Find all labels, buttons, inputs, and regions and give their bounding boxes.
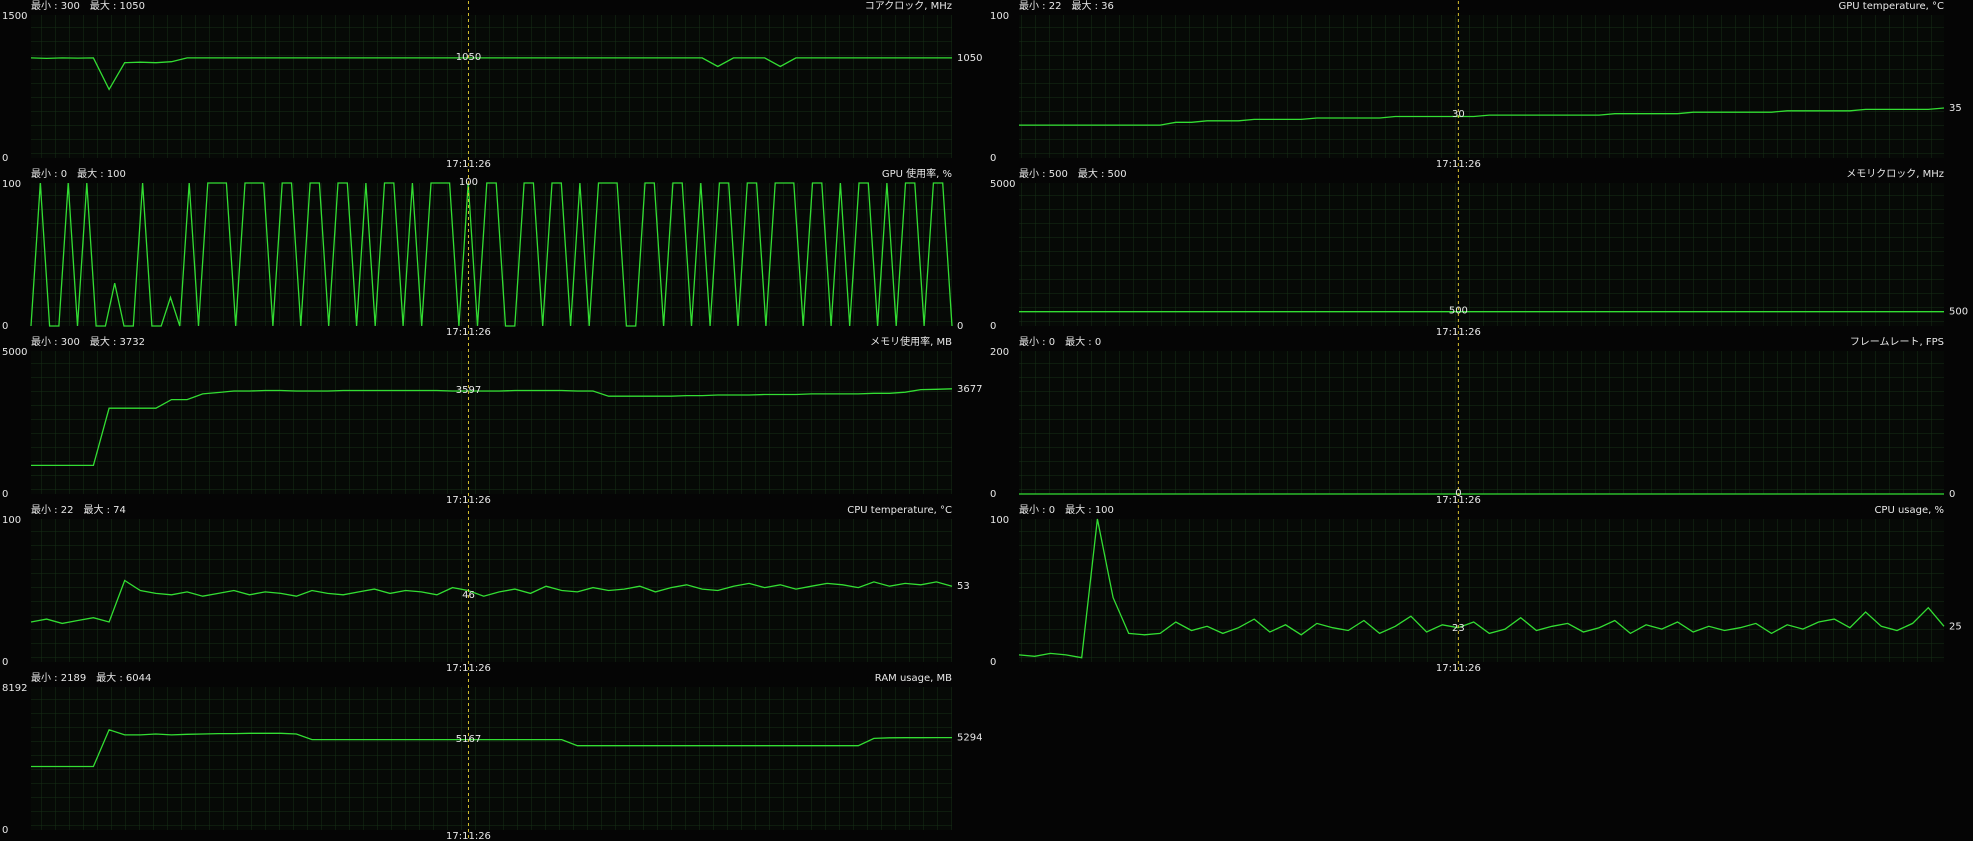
current-value: 5294 bbox=[957, 733, 982, 744]
cursor-value: 46 bbox=[462, 590, 475, 601]
y-tick-label: 0 bbox=[990, 489, 996, 500]
cursor-value: 30 bbox=[1452, 109, 1465, 120]
y-tick-label: 0 bbox=[990, 153, 996, 164]
cursor-time: 17:11:26 bbox=[1436, 663, 1481, 674]
y-tick-label: 100 bbox=[990, 11, 1009, 22]
graph-area bbox=[31, 15, 952, 158]
cursor-time: 17:11:26 bbox=[1436, 159, 1481, 170]
graph-area bbox=[1019, 15, 1944, 158]
min-label: 最小 : 300 bbox=[31, 336, 80, 348]
cursor-time: 17:11:26 bbox=[446, 327, 491, 338]
y-tick-label: 1500 bbox=[2, 11, 27, 22]
series-line bbox=[30, 57, 952, 91]
graph-area bbox=[31, 519, 952, 662]
max-label: 最大 : 36 bbox=[1071, 0, 1113, 12]
cursor-value: 3597 bbox=[456, 385, 481, 396]
min-label: 最小 : 2189 bbox=[31, 672, 86, 684]
min-label: 最小 : 0 bbox=[1019, 336, 1055, 348]
current-value: 35 bbox=[1949, 103, 1962, 114]
min-label: 最小 : 0 bbox=[31, 168, 67, 180]
current-value: 0 bbox=[1949, 489, 1955, 500]
cursor-value: 1050 bbox=[456, 52, 481, 63]
y-tick-label: 0 bbox=[2, 825, 8, 836]
graph-title: フレームレート, FPS bbox=[1850, 336, 1944, 348]
max-label: 最大 : 0 bbox=[1065, 335, 1101, 348]
y-tick-label: 0 bbox=[990, 657, 996, 668]
graph-title: メモリクロック, MHz bbox=[1846, 168, 1944, 180]
max-label: 最大 : 500 bbox=[1078, 167, 1127, 180]
cursor-time: 17:11:26 bbox=[446, 495, 491, 506]
cursor-value: 5167 bbox=[456, 734, 481, 745]
graph-title: CPU usage, % bbox=[1874, 505, 1944, 516]
y-tick-label: 100 bbox=[2, 179, 21, 190]
cursor-value: 500 bbox=[1449, 306, 1468, 317]
current-value: 3677 bbox=[957, 384, 982, 395]
min-label: 最小 : 22 bbox=[1019, 0, 1061, 12]
graph-area bbox=[31, 351, 952, 494]
y-tick-label: 100 bbox=[990, 515, 1009, 526]
graph-area bbox=[1019, 183, 1944, 326]
cursor-value: 23 bbox=[1452, 623, 1465, 634]
y-tick-label: 5000 bbox=[990, 179, 1015, 190]
min-label: 最小 : 300 bbox=[31, 0, 80, 12]
current-value: 53 bbox=[957, 581, 970, 592]
graph-area bbox=[31, 183, 952, 326]
max-label: 最大 : 74 bbox=[83, 503, 125, 516]
max-label: 最大 : 100 bbox=[77, 167, 126, 180]
current-value: 1050 bbox=[957, 53, 982, 64]
series-line bbox=[1018, 518, 1945, 659]
cursor-value: 0 bbox=[1455, 488, 1461, 499]
min-label: 最小 : 500 bbox=[1019, 168, 1068, 180]
y-tick-label: 200 bbox=[990, 347, 1009, 358]
graph-title: GPU 使用率, % bbox=[882, 167, 952, 180]
graph-title: RAM usage, MB bbox=[875, 673, 952, 684]
y-tick-label: 0 bbox=[2, 321, 8, 332]
current-value: 0 bbox=[957, 321, 963, 332]
cursor-time: 17:11:26 bbox=[1436, 495, 1481, 506]
series-line bbox=[31, 728, 952, 768]
y-tick-label: 8192 bbox=[2, 683, 27, 694]
max-label: 最大 : 6044 bbox=[96, 671, 151, 684]
min-label: 最小 : 0 bbox=[1019, 504, 1055, 516]
cursor-time: 17:11:26 bbox=[1436, 327, 1481, 338]
y-tick-label: 0 bbox=[990, 321, 996, 332]
cursor-time: 17:11:26 bbox=[446, 831, 491, 841]
graph-title: GPU temperature, °C bbox=[1839, 1, 1944, 12]
y-tick-label: 0 bbox=[2, 153, 8, 164]
y-tick-label: 0 bbox=[2, 657, 8, 668]
cursor-value: 100 bbox=[459, 177, 478, 188]
cursor-time: 17:11:26 bbox=[446, 159, 491, 170]
current-value: 25 bbox=[1949, 621, 1962, 632]
current-value: 500 bbox=[1949, 307, 1968, 318]
graph-area bbox=[1019, 351, 1944, 494]
graph-title: コアクロック, MHz bbox=[865, 0, 952, 12]
series-line bbox=[31, 388, 953, 467]
y-tick-label: 100 bbox=[2, 515, 21, 526]
max-label: 最大 : 100 bbox=[1065, 503, 1114, 516]
series-line bbox=[30, 182, 953, 327]
series-line bbox=[30, 579, 953, 625]
max-label: 最大 : 3732 bbox=[90, 335, 145, 348]
y-tick-label: 0 bbox=[2, 489, 8, 500]
min-label: 最小 : 22 bbox=[31, 504, 73, 516]
graph-area bbox=[31, 687, 952, 830]
series-line bbox=[1019, 107, 1945, 126]
max-label: 最大 : 1050 bbox=[90, 0, 145, 12]
graph-area bbox=[1019, 519, 1944, 662]
y-tick-label: 5000 bbox=[2, 347, 27, 358]
cursor-time: 17:11:26 bbox=[446, 663, 491, 674]
graph-title: メモリ使用率, MB bbox=[870, 335, 952, 348]
graph-title: CPU temperature, °C bbox=[847, 505, 952, 516]
